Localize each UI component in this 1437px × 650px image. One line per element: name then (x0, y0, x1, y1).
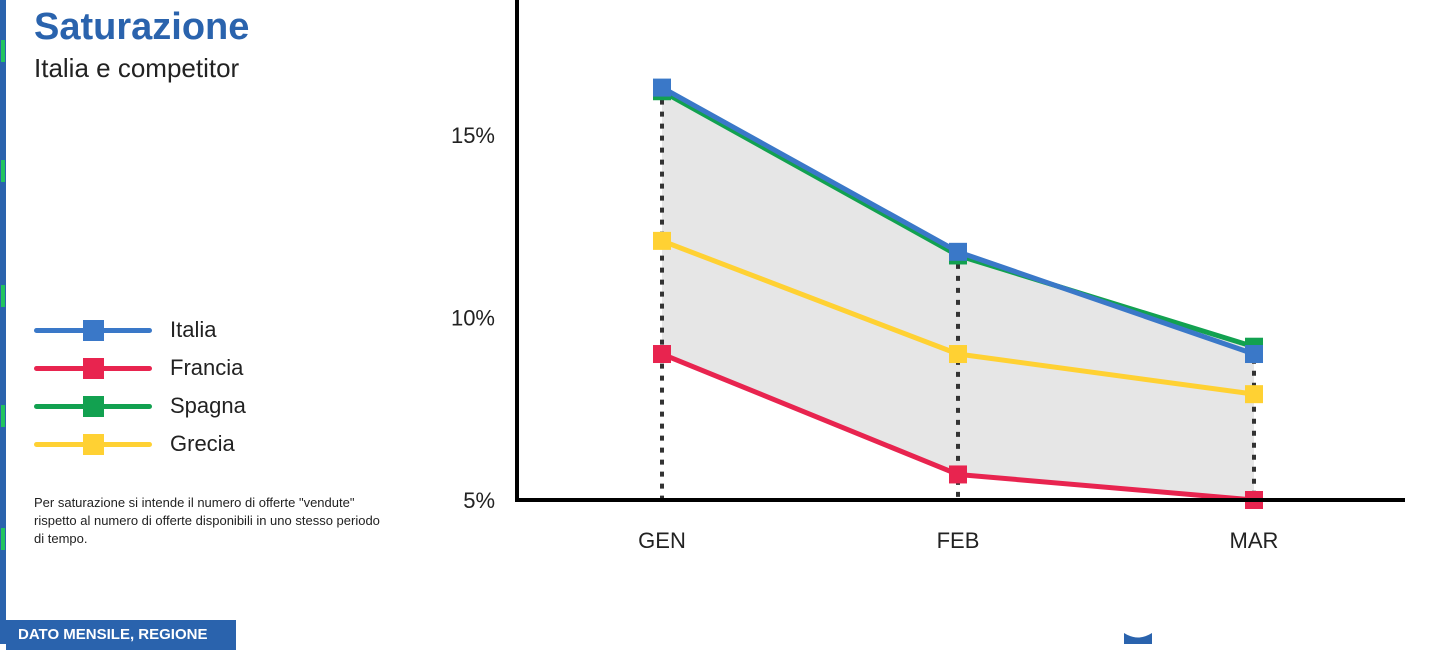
data-point-italia (1245, 345, 1263, 364)
data-point-italia (653, 78, 671, 97)
data-point-francia (653, 345, 671, 364)
series-markers (653, 78, 1263, 509)
x-tick-label: MAR (1230, 528, 1279, 553)
chart-title: Saturazione (34, 6, 250, 48)
x-tick-label: FEB (937, 528, 980, 553)
definition-note: Per saturazione si intende il numero di … (34, 495, 380, 546)
y-tick-label: 5% (463, 488, 495, 513)
chart-subtitle: Italia e competitor (34, 53, 240, 83)
x-tick-label: GEN (638, 528, 686, 553)
range-band (662, 87, 1254, 500)
legend-square-marker (83, 396, 104, 417)
legend-square-marker (83, 434, 104, 455)
data-point-italia (949, 242, 967, 261)
data-point-grecia (1245, 385, 1263, 404)
y-tick-labels: 5% 10% 15% (451, 123, 495, 513)
stripe-tick (1, 285, 5, 307)
y-tick-label: 10% (451, 306, 495, 331)
legend-square-marker (83, 320, 104, 341)
x-tick-labels: GEN FEB MAR (638, 528, 1278, 553)
stripe-tick (1, 528, 5, 550)
data-point-grecia (949, 345, 967, 364)
drop-lines (660, 87, 1256, 500)
legend-label: Spagna (170, 393, 246, 418)
stripe-tick (1, 405, 5, 427)
legend-label: Italia (170, 317, 217, 342)
legend-label: Francia (170, 355, 244, 380)
legend-square-marker (83, 358, 104, 379)
y-tick-label: 15% (451, 123, 495, 148)
left-accent-stripe (0, 0, 6, 644)
stripe-tick (1, 160, 5, 182)
stripe-tick (1, 40, 5, 62)
brand-logo (1124, 632, 1184, 644)
data-point-francia (949, 465, 967, 484)
data-point-grecia (653, 231, 671, 250)
legend-label: Grecia (170, 431, 235, 456)
